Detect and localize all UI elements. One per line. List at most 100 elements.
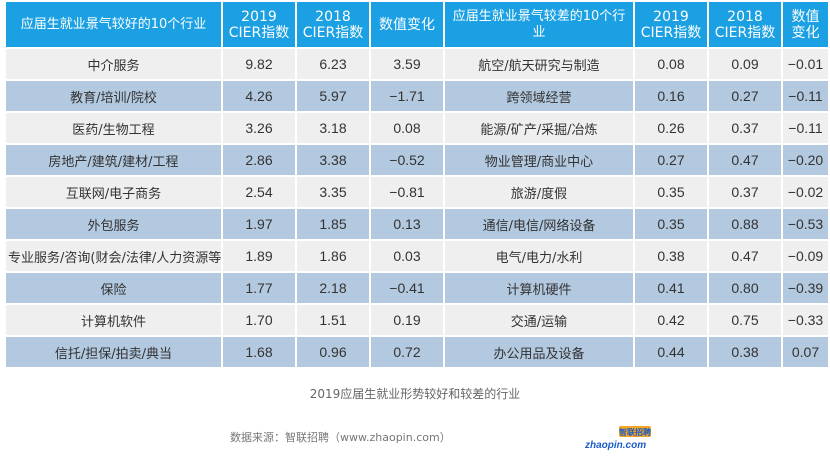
good-2019-cell: 2.86: [223, 145, 295, 177]
bad-2019-cell: 0.42: [635, 305, 707, 337]
header-bad-industry: 应届生就业景气较差的10个行业: [445, 2, 633, 49]
good-industry-cell: 互联网/电子商务: [6, 177, 221, 209]
good-industry-cell: 计算机软件: [6, 305, 221, 337]
header-good-2019-text: 2019 CIER指数: [228, 8, 290, 41]
good-change-cell: −1.71: [371, 81, 443, 113]
bad-industry-cell: 能源/矿产/采掘/冶炼: [445, 113, 633, 145]
bad-change-cell: −0.01: [783, 49, 828, 81]
table-body: 中介服务 9.82 6.23 3.59 航空/航天研究与制造 0.08 0.09 −0.01 教…: [6, 49, 828, 369]
good-2019-cell: 1.97: [223, 209, 295, 241]
good-change-cell: −0.41: [371, 273, 443, 305]
good-2018-cell: 3.35: [297, 177, 369, 209]
bad-industry-cell: 物业管理/商业中心: [445, 145, 633, 177]
bad-2019-cell: 0.44: [635, 337, 707, 369]
bad-2018-cell: 0.27: [709, 81, 781, 113]
table-row: 信托/担保/拍卖/典当 1.68 0.96 0.72 办公用品及设备 0.44 0.38 0.…: [6, 337, 828, 369]
bad-change-cell: −0.20: [783, 145, 828, 177]
good-2019-cell: 1.68: [223, 337, 295, 369]
logo-mark: 智联招聘 zhaopin.com: [584, 426, 651, 451]
good-industry-cell: 医药/生物工程: [6, 113, 221, 145]
table-row: 教育/培训/院校 4.26 5.97 −1.71 跨领域经营 0.16 0.27 −0.11: [6, 81, 828, 113]
good-2018-cell: 0.96: [297, 337, 369, 369]
bad-2019-cell: 0.08: [635, 49, 707, 81]
bad-industry-cell: 电气/电力/水利: [445, 241, 633, 273]
good-2018-cell: 5.97: [297, 81, 369, 113]
table-row: 房地产/建筑/建材/工程 2.86 3.38 −0.52 物业管理/商业中心 0.27 0.…: [6, 145, 828, 177]
bad-2019-cell: 0.38: [635, 241, 707, 273]
good-2018-cell: 2.18: [297, 273, 369, 305]
good-change-cell: 0.08: [371, 113, 443, 145]
bad-industry-cell: 通信/电信/网络设备: [445, 209, 633, 241]
good-2018-cell: 1.85: [297, 209, 369, 241]
header-bad-change: 数值变化: [783, 2, 828, 49]
good-2019-cell: 1.77: [223, 273, 295, 305]
good-change-cell: −0.52: [371, 145, 443, 177]
good-industry-cell: 信托/担保/拍卖/典当: [6, 337, 221, 369]
bad-change-cell: 0.07: [783, 337, 828, 369]
good-change-cell: −0.81: [371, 177, 443, 209]
header-good-change: 数值变化: [371, 2, 443, 49]
good-2019-cell: 1.70: [223, 305, 295, 337]
bad-2018-cell: 0.37: [709, 177, 781, 209]
bad-change-cell: −0.11: [783, 81, 828, 113]
bad-2019-cell: 0.26: [635, 113, 707, 145]
good-2019-cell: 3.26: [223, 113, 295, 145]
header-good-industry: 应届生就业景气较好的10个行业: [6, 2, 221, 49]
cier-table: 应届生就业景气较好的10个行业 2019 CIER指数 2018 CIER指数 …: [4, 2, 830, 369]
bad-2018-cell: 0.47: [709, 241, 781, 273]
table-row: 互联网/电子商务 2.54 3.35 −0.81 旅游/度假 0.35 0.37 −0.02: [6, 177, 828, 209]
header-good-2019: 2019 CIER指数: [223, 2, 295, 49]
good-change-cell: 0.72: [371, 337, 443, 369]
good-2018-cell: 1.51: [297, 305, 369, 337]
good-2019-cell: 1.89: [223, 241, 295, 273]
table-row: 计算机软件 1.70 1.51 0.19 交通/运输 0.42 0.75 −0.33: [6, 305, 828, 337]
table-header-row: 应届生就业景气较好的10个行业 2019 CIER指数 2018 CIER指数 …: [6, 2, 828, 49]
good-industry-cell: 外包服务: [6, 209, 221, 241]
table-row: 外包服务 1.97 1.85 0.13 通信/电信/网络设备 0.35 0.88 −0.53: [6, 209, 828, 241]
data-source: 数据来源：智联招聘（www.zhaopin.com）: [230, 431, 451, 444]
good-change-cell: 0.13: [371, 209, 443, 241]
good-2018-cell: 6.23: [297, 49, 369, 81]
bad-2018-cell: 0.38: [709, 337, 781, 369]
bad-change-cell: −0.09: [783, 241, 828, 273]
header-bad-2019: 2019 CIER指数: [635, 2, 707, 49]
bad-change-cell: −0.02: [783, 177, 828, 209]
bad-2019-cell: 0.41: [635, 273, 707, 305]
good-industry-cell: 中介服务: [6, 49, 221, 81]
good-2019-cell: 4.26: [223, 81, 295, 113]
bad-industry-cell: 跨领域经营: [445, 81, 633, 113]
bad-2018-cell: 0.09: [709, 49, 781, 81]
header-bad-2019-text: 2019 CIER指数: [640, 8, 702, 41]
good-change-cell: 0.03: [371, 241, 443, 273]
bad-2018-cell: 0.80: [709, 273, 781, 305]
header-bad-2018-text: 2018 CIER指数: [714, 8, 776, 41]
header-good-2018: 2018 CIER指数: [297, 2, 369, 49]
bad-industry-cell: 航空/航天研究与制造: [445, 49, 633, 81]
bad-industry-cell: 旅游/度假: [445, 177, 633, 209]
table-row: 中介服务 9.82 6.23 3.59 航空/航天研究与制造 0.08 0.09 −0.01: [6, 49, 828, 81]
table-caption: 2019应届生就业形势较好和较差的行业: [309, 387, 521, 401]
bad-2018-cell: 0.47: [709, 145, 781, 177]
good-2019-cell: 2.54: [223, 177, 295, 209]
bad-change-cell: −0.53: [783, 209, 828, 241]
table-row: 专业服务/咨询(财会/法律/人力资源等) 1.89 1.86 0.03 电气/电力/水利…: [6, 241, 828, 273]
bad-industry-cell: 交通/运输: [445, 305, 633, 337]
bad-2018-cell: 0.88: [709, 209, 781, 241]
good-change-cell: 0.19: [371, 305, 443, 337]
bad-2018-cell: 0.37: [709, 113, 781, 145]
good-industry-cell: 房地产/建筑/建材/工程: [6, 145, 221, 177]
good-industry-cell: 保险: [6, 273, 221, 305]
svg-text:智联招聘: 智联招聘: [619, 427, 651, 437]
bad-2019-cell: 0.27: [635, 145, 707, 177]
header-good-2018-text: 2018 CIER指数: [302, 8, 364, 41]
bad-2018-cell: 0.75: [709, 305, 781, 337]
svg-text:zhaopin.com: zhaopin.com: [584, 440, 646, 451]
good-2018-cell: 1.86: [297, 241, 369, 273]
zhaopin-logo: 智联招聘 zhaopin.com: [584, 426, 651, 451]
good-2019-cell: 9.82: [223, 49, 295, 81]
table-row: 医药/生物工程 3.26 3.18 0.08 能源/矿产/采掘/冶炼 0.26 0.37 −0…: [6, 113, 828, 145]
good-2018-cell: 3.18: [297, 113, 369, 145]
bad-industry-cell: 计算机硬件: [445, 273, 633, 305]
good-2018-cell: 3.38: [297, 145, 369, 177]
header-bad-2018: 2018 CIER指数: [709, 2, 781, 49]
